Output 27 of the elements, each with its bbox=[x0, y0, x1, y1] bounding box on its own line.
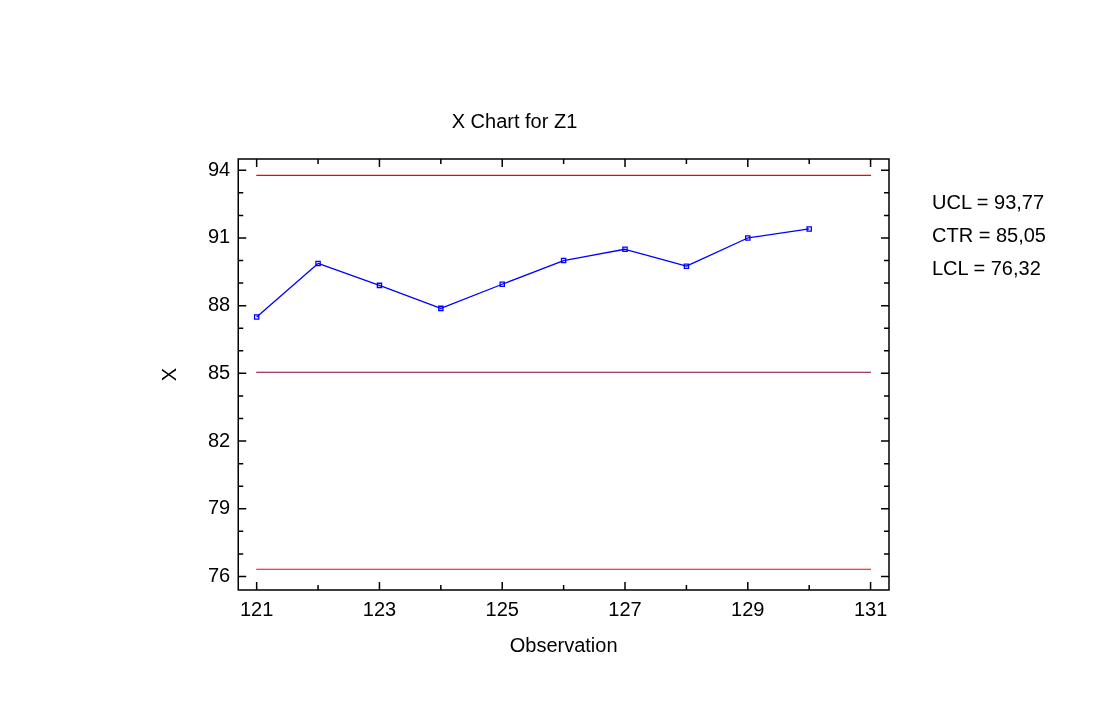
y-tick-label: 79 bbox=[208, 496, 231, 519]
chart-title: X Chart for Z1 bbox=[451, 109, 578, 132]
x-tick-label: 131 bbox=[853, 597, 888, 620]
y-tick-label: 76 bbox=[208, 563, 231, 586]
y-axis-title: X bbox=[157, 367, 180, 382]
point bbox=[438, 305, 444, 312]
y-tick-label: 94 bbox=[208, 157, 231, 180]
y-tick-label: 88 bbox=[208, 293, 231, 316]
x-axis-title: Observation bbox=[509, 633, 618, 656]
text: UCL = 93,77 bbox=[932, 190, 1045, 213]
point bbox=[499, 281, 505, 288]
x-tick-label: 125 bbox=[485, 597, 519, 620]
text: CTR = 85,05 bbox=[932, 223, 1046, 246]
point bbox=[253, 314, 260, 320]
x-tick-label: 123 bbox=[362, 597, 397, 620]
y-tick-label: 82 bbox=[208, 428, 231, 451]
x-tick-label: 129 bbox=[731, 597, 765, 620]
point bbox=[806, 226, 812, 232]
text: LCL = 76,32 bbox=[932, 256, 1041, 279]
y-tick-label: 91 bbox=[208, 225, 231, 248]
point bbox=[622, 246, 628, 253]
x-tick-label: 127 bbox=[608, 597, 642, 620]
x-tick-label: 121 bbox=[239, 597, 274, 620]
point bbox=[315, 260, 321, 267]
y-tick-label: 85 bbox=[208, 360, 231, 383]
point bbox=[683, 263, 690, 269]
point bbox=[745, 235, 751, 241]
